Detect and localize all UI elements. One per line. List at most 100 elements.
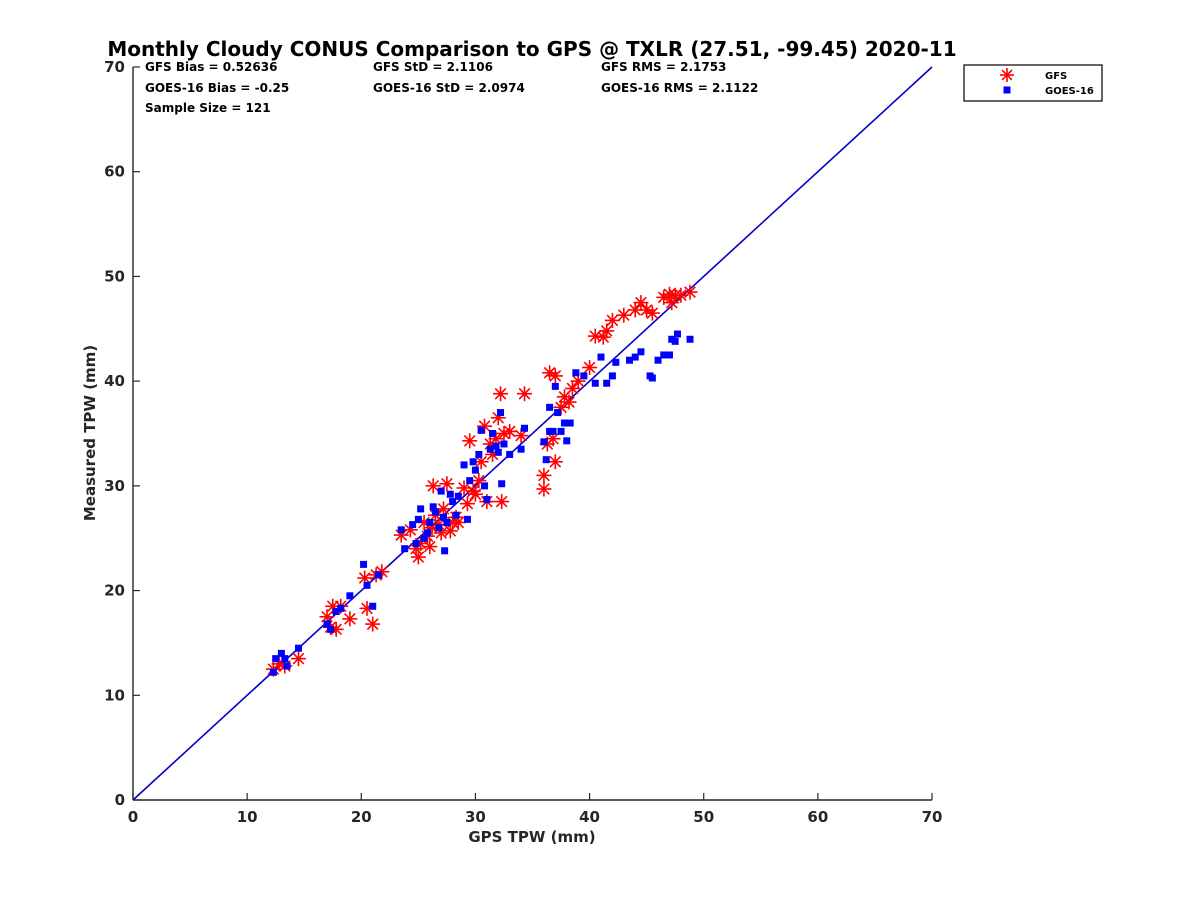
goes-16-point [401,545,409,553]
gfs-point [517,386,533,402]
goes-16-point [477,426,485,434]
stat-annotation: GOES-16 StD = 2.0974 [373,81,525,95]
goes-16-point [295,644,303,652]
goes-16-point [492,442,500,450]
goes-16-point [463,515,471,523]
goes-16-point [283,662,291,670]
goes-16-point [323,620,331,628]
goes-16-point [481,482,489,490]
x-tick-label: 40 [579,808,600,826]
y-tick-label: 70 [104,58,125,76]
goes-16-point [483,495,491,503]
series-goes-16 [269,330,694,676]
goes-16-point [566,419,574,427]
goes-16-point [471,466,479,474]
gfs-point [462,433,478,449]
legend-gfs-marker [1000,68,1014,82]
goes-16-point [441,547,449,555]
y-tick-label: 30 [104,477,125,495]
y-tick-label: 60 [104,163,125,181]
stat-annotation: GOES-16 Bias = -0.25 [145,81,289,95]
gfs-point [545,431,561,447]
goes-16-point [281,655,289,663]
y-tick-label: 0 [115,791,125,809]
gfs-point [342,611,358,627]
gfs-point [328,621,344,637]
goes-16-point [626,356,634,364]
goes-16-point [409,521,417,529]
goes-16-point [437,487,445,495]
gfs-point [471,473,487,489]
gfs-point [291,651,307,667]
goes-16-point [446,490,454,498]
y-axis-label: Measured TPW (mm) [81,345,99,521]
legend-goes-16-marker [1003,86,1011,94]
goes-16-point [435,524,443,532]
goes-16-point [429,503,437,511]
goes-16-point [439,513,447,521]
goes-16-point [486,445,494,453]
gfs-point [425,478,441,494]
goes-16-point [489,430,497,437]
goes-16-point [665,351,673,359]
goes-16-point [603,379,611,387]
goes-16-point [412,539,420,547]
goes-16-point [363,581,371,589]
goes-16-point [449,498,457,506]
goes-16-point [332,608,340,616]
goes-16-point [563,437,571,445]
goes-16-point [417,505,425,513]
one-to-one-line [132,66,933,801]
gfs-point [536,467,552,483]
stat-annotation: GFS Bias = 0.52636 [145,60,277,74]
gfs-point [467,486,483,502]
goes-16-point [549,427,557,435]
x-tick-label: 10 [237,808,258,826]
goes-16-point [554,409,562,417]
goes-16-point [521,424,529,432]
goes-16-point [671,337,679,345]
y-tick-label: 10 [104,686,125,704]
goes-16-point [431,508,439,516]
goes-16-point [469,458,477,466]
gfs-point [459,496,475,512]
goes-16-point [557,427,565,435]
goes-16-point [597,353,605,361]
gfs-point [616,307,632,323]
goes-16-point [572,369,580,377]
x-tick-label: 30 [465,808,486,826]
goes-16-point [498,480,506,488]
goes-16-point [654,356,662,364]
x-tick-label: 60 [807,808,828,826]
gfs-point [664,295,680,311]
y-tick-label: 50 [104,267,125,285]
x-tick-label: 0 [128,808,138,826]
x-tick-label: 50 [693,808,714,826]
goes-16-point [466,477,474,485]
stat-annotation: GOES-16 RMS = 2.1122 [601,81,758,95]
x-tick-label: 70 [922,808,943,826]
gfs-point [494,494,510,510]
goes-16-point [497,409,505,417]
gfs-point [582,360,598,376]
x-axis-label: GPS TPW (mm) [468,828,595,846]
gfs-point [682,284,698,300]
goes-16-point [452,511,460,519]
goes-16-point [580,372,588,380]
goes-16-point [397,526,405,534]
goes-16-point [631,353,639,361]
goes-16-point [374,571,382,579]
goes-16-point [612,358,620,366]
goes-16-point [506,450,514,458]
stat-annotation: GFS StD = 2.1106 [373,60,493,74]
gfs-point [604,312,620,328]
legend-label: GFS [1045,71,1067,82]
goes-16-point [360,560,368,568]
gfs-point [502,423,518,439]
goes-16-point [426,519,434,527]
chart-title: Monthly Cloudy CONUS Comparison to GPS @… [107,37,956,61]
legend-box [963,64,1103,102]
goes-16-point [591,379,599,387]
goes-16-point [423,529,431,537]
